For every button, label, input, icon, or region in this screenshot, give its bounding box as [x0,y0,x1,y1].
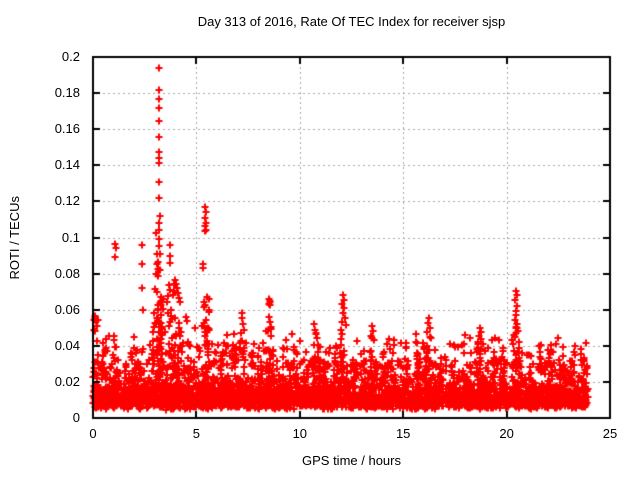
x-tick-label: 10 [292,426,308,441]
x-tick-label: 15 [395,426,411,441]
y-tick-label: 0.12 [54,193,80,209]
y-tick-label: 0.16 [54,121,80,137]
x-axis-label: GPS time / hours [302,453,401,468]
y-tick-label: 0.06 [54,301,80,317]
y-tick-label: 0.02 [54,373,80,389]
y-tick-label: 0 [72,410,80,425]
y-tick-label: 0.14 [54,157,80,173]
x-tick-label: 25 [602,426,618,441]
x-tick-label: 0 [89,426,97,441]
chart-title: Day 313 of 2016, Rate Of TEC Index for r… [197,14,506,29]
y-tick-label: 0.18 [54,85,80,101]
x-tick-label: 5 [192,426,200,441]
y-tick-label: 0.1 [61,229,80,245]
y-tick-label: 0.2 [61,49,80,64]
y-tick-label: 0.04 [54,337,80,353]
y-tick-label: 0.08 [54,265,80,281]
x-tick-label: 20 [499,426,514,441]
